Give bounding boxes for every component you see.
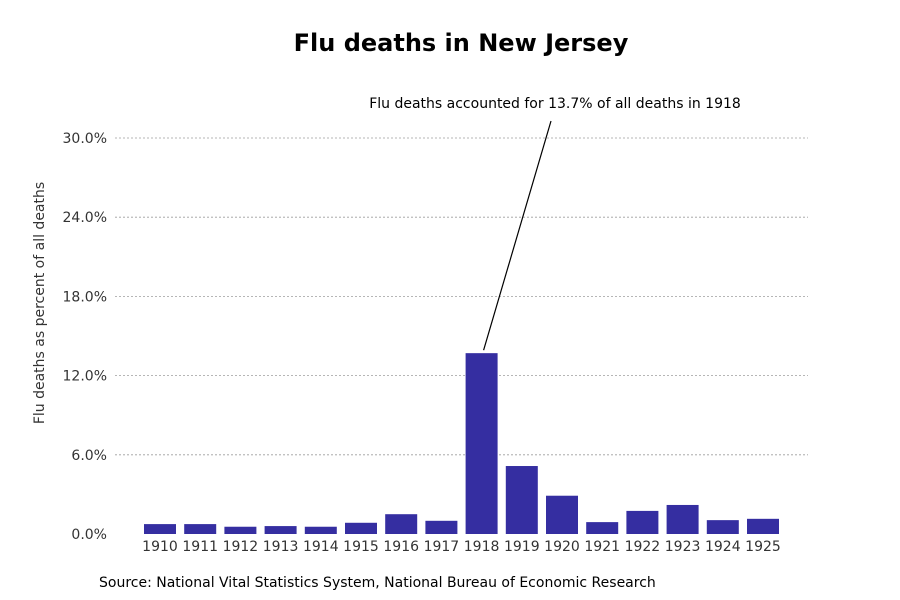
- bar-1921: [586, 522, 619, 534]
- bar-1922: [626, 510, 659, 534]
- bar-1917: [425, 520, 458, 534]
- y-tick-label: 0.0%: [71, 527, 107, 543]
- bar-1912: [224, 526, 257, 534]
- bar-1924: [706, 520, 739, 534]
- x-tick-label: 1913: [263, 539, 299, 555]
- gridlines: [115, 137, 808, 456]
- y-tick-label: 30.0%: [63, 131, 107, 147]
- annotation-arrow: [483, 120, 552, 351]
- x-tick-label: 1925: [745, 539, 781, 555]
- x-tick-label: 1914: [303, 539, 339, 555]
- x-tick-label: 1910: [142, 539, 178, 555]
- bar-1919: [505, 466, 538, 534]
- bar-1913: [264, 526, 297, 534]
- bar-1910: [144, 524, 176, 534]
- x-tick-label: 1915: [343, 539, 379, 555]
- annotation-text: Flu deaths accounted for 13.7% of all de…: [369, 96, 741, 112]
- x-tick-label: 1920: [544, 539, 580, 555]
- x-tick-label: 1922: [625, 539, 661, 555]
- x-tick-label: 1916: [383, 539, 419, 555]
- x-tick-label: 1912: [223, 539, 259, 555]
- bar-1920: [546, 495, 578, 534]
- x-axis-ticks: 1910 1911 1912 1913 1914 1915 1916 1917 1918 1919…: [142, 539, 781, 555]
- x-tick-label: 1911: [182, 539, 218, 555]
- x-tick-label: 1917: [424, 539, 460, 555]
- bar-1925: [747, 518, 779, 534]
- bar-1911: [184, 524, 217, 534]
- y-tick-label: 12.0%: [63, 369, 107, 385]
- bar-1918: [465, 353, 498, 534]
- y-tick-label: 6.0%: [71, 448, 107, 464]
- bar-1923: [666, 504, 699, 534]
- chart-title: Flu deaths in New Jersey: [294, 29, 629, 57]
- bar-1915: [345, 522, 377, 534]
- bar-1914: [304, 526, 337, 534]
- y-tick-label: 24.0%: [63, 210, 107, 226]
- bars: [144, 353, 779, 534]
- x-tick-label: 1924: [705, 539, 741, 555]
- x-tick-label: 1918: [464, 539, 500, 555]
- x-tick-label: 1923: [665, 539, 701, 555]
- bar-1916: [385, 514, 418, 534]
- y-axis-ticks: 0.0% 6.0% 12.0% 18.0% 24.0% 30.0%: [63, 131, 107, 543]
- x-tick-label: 1921: [584, 539, 620, 555]
- x-tick-label: 1919: [504, 539, 540, 555]
- y-tick-label: 18.0%: [63, 289, 107, 305]
- source-note: Source: National Vital Statistics System…: [99, 575, 656, 591]
- y-axis-label: Flu deaths as percent of all deaths: [32, 182, 48, 424]
